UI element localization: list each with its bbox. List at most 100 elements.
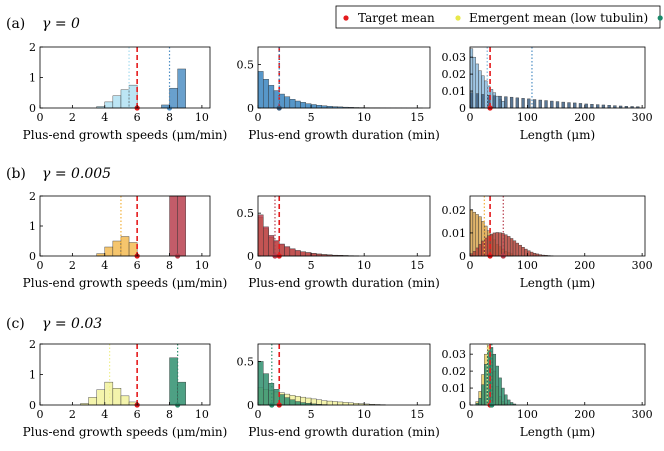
row-gamma-c: γ = 0.03 — [42, 316, 102, 332]
bar-b-duration-s1-2 — [268, 235, 275, 257]
xtick-label-b-duration-2: 10 — [357, 259, 371, 272]
xtick-label-c-speed-4: 8 — [166, 408, 173, 421]
row-gamma-a: γ = 0 — [42, 16, 80, 32]
xtick-label-c-duration-3: 15 — [410, 408, 424, 421]
bar-b-duration-s1-0 — [257, 214, 264, 257]
xtick-label-b-duration-0: 0 — [255, 259, 262, 272]
axes-frame-a-duration — [257, 46, 431, 109]
bar-c-duration-s1-6 — [289, 399, 296, 406]
bar-c-speed-s0-4 — [112, 388, 122, 406]
bar-b-length-s1-22 — [532, 253, 537, 257]
bar-b-length-s1-16 — [515, 242, 519, 257]
legend-marker-target — [343, 15, 349, 21]
xtick-label-c-speed-5: 10 — [195, 408, 209, 421]
bar-c-speed-s0-1 — [88, 397, 97, 406]
bar-a-duration-s0-0 — [257, 71, 264, 109]
ytick-label-a-length-1: 0.01 — [442, 85, 467, 98]
bar-a-speed-s0-4 — [128, 84, 138, 109]
xtick-label-a-speed-3: 6 — [134, 111, 141, 124]
xlabel-a-length: Length (μm) — [520, 128, 595, 142]
xtick-label-c-length-0: 0 — [467, 408, 474, 421]
bar-a-length-s1-0 — [469, 92, 474, 109]
bar-c-speed-s1-1 — [177, 381, 186, 406]
bar-a-duration-s0-11 — [316, 105, 322, 109]
bar-a-length-s1-24 — [607, 105, 611, 109]
axes-frame-c-duration — [257, 343, 431, 406]
bar-a-length-s1-1 — [475, 93, 479, 109]
bar-a-speed-s0-3 — [120, 89, 130, 109]
xtick-label-a-length-1: 100 — [517, 111, 538, 124]
xtick-label-c-length-3: 300 — [632, 408, 653, 421]
legend-marker-high — [657, 15, 663, 21]
bar-b-length-s1-15 — [512, 240, 517, 257]
ytick-label-b-length-2: 0.02 — [442, 204, 467, 217]
panel-a-speed: 0 2 4 6 8 10 0 1 2 Plus-end growth speeds (μm/min… — [23, 41, 228, 142]
bar-b-length-s1-1 — [472, 251, 476, 257]
bar-c-duration-s1-1 — [263, 373, 269, 406]
xtick-label-c-duration-0: 0 — [255, 408, 262, 421]
bar-a-speed-s0-1 — [104, 101, 114, 109]
xlabel-b-length: Length (μm) — [520, 276, 595, 290]
ytick-label-a-length-2: 0.02 — [442, 68, 467, 81]
xtick-label-a-speed-4: 8 — [166, 111, 173, 124]
bar-b-length-s1-10 — [498, 232, 502, 257]
panel-b-duration: 0 5 10 15 0 0.5 Plus-end growth duration (min) — [237, 195, 440, 290]
bar-b-duration-s1-7 — [294, 250, 301, 257]
bar-b-length-s1-20 — [527, 250, 531, 257]
panel-b-length: 0 100 200 300 0 0.01 0.02 Length (μm) — [442, 195, 653, 290]
ytick-label-a-speed-1: 1 — [29, 72, 36, 85]
bar-b-speed-s0-1 — [104, 246, 114, 257]
xtick-label-b-length-1: 100 — [517, 259, 538, 272]
bar-a-length-s1-5 — [498, 95, 502, 109]
bar-c-duration-s0-13 — [326, 400, 333, 406]
row-gamma-b: γ = 0.005 — [42, 166, 111, 182]
row-label-a: (a) γ = 0 — [6, 16, 80, 32]
xtick-label-b-length-3: 300 — [632, 259, 653, 272]
bar-a-length-s1-8 — [515, 97, 519, 109]
ytick-label-c-duration-0: 0 — [247, 399, 254, 412]
bar-c-duration-s0-14 — [332, 401, 338, 406]
panel-a-duration: 0 5 10 15 0 0.5 Plus-end growth duration (min) — [237, 46, 440, 142]
ytick-label-c-speed-2: 2 — [29, 338, 36, 351]
xlabel-c-length: Length (μm) — [520, 425, 595, 439]
bar-b-length-s1-8 — [492, 232, 497, 257]
bar-c-speed-s0-5 — [120, 395, 130, 406]
bar-a-length-s1-13 — [544, 100, 548, 109]
xtick-label-a-speed-5: 10 — [195, 111, 209, 124]
ytick-label-c-length-1: 0.01 — [442, 382, 467, 395]
bar-a-length-s1-10 — [527, 98, 531, 109]
bar-b-length-s1-12 — [504, 234, 508, 257]
bar-a-duration-s0-9 — [305, 103, 312, 109]
ytick-label-b-speed-2: 2 — [29, 190, 36, 203]
xlabel-a-duration: Plus-end growth duration (min) — [248, 128, 440, 142]
bar-c-length-s1-10 — [504, 394, 508, 406]
xtick-label-a-duration-2: 10 — [357, 111, 371, 124]
bar-a-length-s1-9 — [521, 98, 525, 109]
bar-a-duration-s0-8 — [300, 102, 306, 109]
xtick-label-a-length-2: 200 — [574, 111, 595, 124]
panel-b-speed: 0 2 4 6 8 10 0 1 2 Plus-end growth speeds (μm/min… — [23, 190, 228, 290]
ytick-label-b-duration-1: 0.5 — [237, 207, 255, 220]
axes-frame-b-duration — [257, 195, 431, 257]
bar-c-length-s1-2 — [481, 384, 485, 406]
bar-a-length-s1-22 — [596, 104, 600, 109]
xtick-label-b-speed-2: 4 — [101, 259, 108, 272]
ytick-label-b-length-1: 0.01 — [442, 227, 467, 240]
ytick-label-b-length-0: 0 — [459, 250, 466, 263]
bar-a-length-s1-23 — [601, 104, 606, 109]
bar-c-speed-s0-3 — [104, 381, 114, 406]
xtick-label-c-length-2: 200 — [574, 408, 595, 421]
bar-a-duration-s0-7 — [294, 100, 301, 109]
ytick-label-a-length-3: 0.03 — [442, 51, 467, 64]
ytick-label-b-speed-1: 1 — [29, 220, 36, 233]
bar-a-length-s1-4 — [492, 95, 497, 109]
bar-b-length-s1-2 — [475, 247, 479, 257]
ytick-label-a-speed-0: 0 — [29, 102, 36, 115]
bar-b-duration-s1-6 — [289, 248, 296, 257]
bar-c-duration-s1-5 — [284, 397, 291, 406]
ytick-label-c-length-0: 0 — [459, 399, 466, 412]
xlabel-b-duration: Plus-end growth duration (min) — [248, 276, 440, 290]
xtick-label-c-speed-3: 6 — [134, 408, 141, 421]
ytick-label-a-duration-0: 0 — [247, 102, 254, 115]
